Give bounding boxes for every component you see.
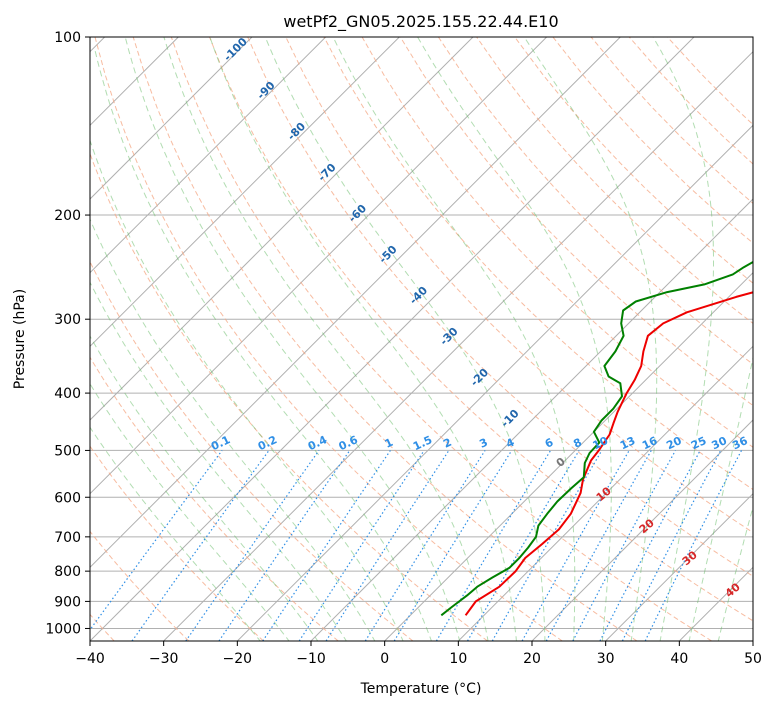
- y-tick-label: 200: [54, 208, 81, 224]
- isotherm-line: [311, 37, 775, 641]
- y-tick-label: 900: [54, 594, 81, 610]
- isotherm-line: [90, 37, 694, 641]
- x-tick-label: −40: [75, 651, 105, 667]
- moist-adiabat-line: [29, 114, 348, 642]
- mixing-ratio-label: 36: [730, 434, 750, 452]
- moist-adiabat-line: [524, 37, 657, 642]
- mixing-ratio-line: [326, 450, 449, 641]
- mixing-ratio-line: [263, 450, 391, 641]
- dry-adiabat-label: -50: [376, 243, 399, 266]
- dry-adiabat-label: -90: [254, 79, 277, 102]
- mixing-ratio-label: 20: [664, 434, 684, 452]
- y-axis-label: Pressure (hPa): [12, 289, 28, 389]
- moist-adiabat-line: [689, 37, 775, 642]
- isotherm-line: [679, 37, 775, 641]
- y-tick-label: 600: [54, 490, 81, 506]
- dry-adiabat-line: [667, 37, 775, 641]
- y-tick-label: 500: [54, 443, 81, 459]
- dry-adiabat-line: [591, 37, 775, 641]
- y-tick-label: 400: [54, 386, 81, 402]
- mixing-ratio-label: 25: [689, 434, 708, 452]
- dry-adiabat-line: [133, 37, 637, 641]
- dry-adiabat-line: [0, 37, 264, 641]
- dry-adiabat-line: [19, 37, 413, 641]
- isotherm-line: [458, 37, 775, 641]
- x-tick-label: −30: [149, 651, 179, 667]
- moist-adiabat-label: 40: [723, 580, 743, 600]
- dry-adiabat-line: [0, 37, 338, 641]
- isotherm-line: [532, 37, 775, 641]
- x-tick-label: 40: [670, 651, 688, 667]
- dry-adiabat-label: -80: [285, 120, 308, 143]
- x-tick-label: −20: [223, 651, 253, 667]
- y-tick-label: 1000: [45, 621, 81, 637]
- x-tick-label: −10: [296, 651, 326, 667]
- isotherm-line: [0, 37, 252, 641]
- mixing-ratio-line: [573, 450, 676, 641]
- mixing-ratio-line: [219, 450, 350, 641]
- moist-adiabat-line: [0, 173, 261, 642]
- dry-adiabat-line: [438, 37, 775, 641]
- isotherm-line: [0, 37, 399, 641]
- moist-adiabat-line: [718, 37, 775, 642]
- dry-adiabat-line: [57, 37, 488, 641]
- x-axis-label: Temperature (°C): [360, 681, 482, 697]
- x-tick-label: 20: [523, 651, 541, 667]
- dewpoint-profile-line: [441, 37, 775, 615]
- mixing-ratio-label: 1: [383, 436, 395, 451]
- dry-adiabat-label: -10: [498, 407, 521, 430]
- mixing-ratio-line: [436, 450, 550, 641]
- mixing-ratio-label: 4: [504, 436, 517, 451]
- chart-title: wetPf2_GN05.2025.155.22.44.E10: [283, 12, 558, 32]
- moist-adiabat-line: [210, 37, 517, 642]
- y-tick-label: 800: [54, 564, 81, 580]
- mixing-ratio-line: [622, 450, 720, 641]
- x-tick-label: 30: [597, 651, 615, 667]
- dry-adiabat-label: -100: [221, 35, 250, 64]
- moist-adiabat-line: [653, 37, 713, 642]
- mixing-ratio-label: 2: [441, 436, 453, 451]
- isotherm-line: [753, 37, 775, 641]
- moist-adiabat-line: [0, 158, 290, 643]
- temperature-profile-line: [466, 37, 775, 615]
- mixing-ratio-line: [82, 450, 222, 641]
- series-layer: [441, 37, 775, 615]
- mixing-ratio-line: [600, 450, 700, 641]
- y-tick-label: 700: [54, 530, 81, 546]
- mixing-ratio-label: 16: [640, 434, 660, 452]
- x-tick-label: 50: [744, 651, 762, 667]
- x-tick-label: 10: [449, 651, 467, 667]
- mixing-ratio-label: 3: [477, 436, 489, 451]
- mixing-ratio-line: [299, 450, 424, 641]
- dry-adiabat-label: -20: [468, 366, 491, 389]
- mixing-ratio-label: 13: [618, 434, 637, 452]
- isotherm-line: [0, 37, 326, 641]
- y-tick-label: 100: [54, 30, 81, 46]
- dry-adiabat-label: -30: [437, 325, 460, 348]
- isotherm-line: [16, 37, 620, 641]
- dry-adiabat-line: [0, 37, 189, 641]
- dry-adiabat-label: -70: [315, 161, 338, 184]
- x-tick-label: 0: [380, 651, 389, 667]
- grid-layer: [0, 37, 775, 642]
- isotherm-line: [0, 37, 547, 641]
- mixing-ratio-label: 30: [710, 434, 730, 452]
- dry-adiabat-line: [362, 37, 775, 641]
- y-tick-label: 300: [54, 312, 81, 328]
- moist-adiabat-line: [265, 37, 545, 642]
- mixing-ratio-label: 6: [543, 436, 556, 451]
- dry-adiabat-line: [477, 37, 775, 641]
- dry-adiabat-label: -60: [346, 202, 369, 225]
